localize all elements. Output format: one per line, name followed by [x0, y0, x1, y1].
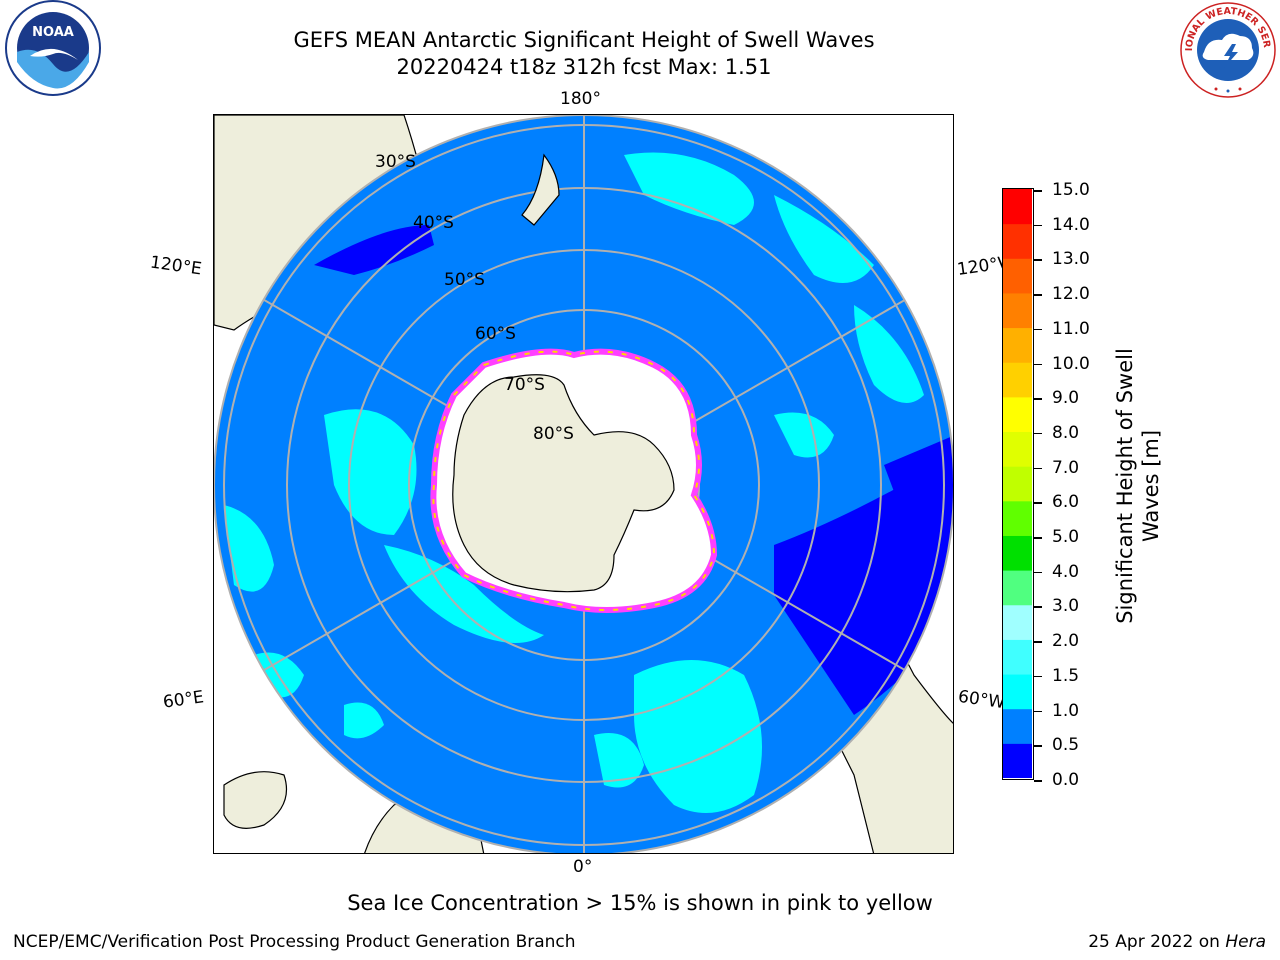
colorbar-tick-label: 6.0	[1052, 492, 1080, 513]
colorbar-tick-label: 15.0	[1052, 180, 1090, 200]
low-swell-australia	[314, 225, 434, 275]
colorbar-tick-label: 3.0	[1052, 596, 1080, 617]
colorbar-band	[1003, 189, 1032, 225]
lat-label-80s: 80°S	[533, 424, 574, 444]
colorbar-band	[1003, 431, 1032, 467]
colorbar-tick-mark	[1034, 710, 1042, 713]
colorbar-band	[1003, 535, 1032, 571]
colorbar-tick-label: 8.0	[1052, 422, 1080, 443]
colorbar-tick-label: 9.0	[1052, 388, 1080, 409]
land-antarctica	[452, 374, 675, 593]
colorbar-tick-mark	[1034, 398, 1042, 400]
colorbar-band	[1003, 674, 1032, 710]
colorbar-band	[1003, 708, 1032, 744]
low-swell-east	[884, 435, 953, 545]
chart-title-line1: GEFS MEAN Antarctic Significant Height o…	[293, 28, 875, 52]
colorbar-tick-label: 13.0	[1052, 249, 1090, 270]
land-madagascar	[223, 771, 288, 829]
colorbar-label-line1: Significant Height of Swell	[1113, 348, 1137, 624]
footer-left: NCEP/EMC/Verification Post Processing Pr…	[13, 932, 576, 952]
colorbar-tick-mark	[1034, 190, 1042, 192]
colorbar-tick-mark	[1034, 780, 1042, 782]
colorbar-band	[1003, 292, 1032, 329]
lat-label-70s: 70°S	[504, 375, 545, 395]
lat-label-40s: 40°S	[413, 213, 454, 233]
colorbar-tick-mark	[1034, 606, 1042, 608]
colorbar-band	[1003, 604, 1032, 640]
colorbar-tick-mark	[1034, 294, 1042, 296]
colorbar-tick-label: 14.0	[1052, 214, 1090, 235]
lon-label-60w: 60°W	[956, 686, 1007, 714]
colorbar-tick-label: 1.0	[1052, 700, 1080, 721]
svg-text:NOAA: NOAA	[32, 25, 74, 40]
colorbar-band	[1003, 500, 1032, 536]
colorbar-tick-label: 10.0	[1052, 353, 1090, 374]
footer-host: Hera	[1225, 932, 1266, 952]
colorbar-band	[1003, 362, 1032, 398]
colorbar-tick-mark	[1034, 745, 1042, 747]
colorbar-tick-mark	[1034, 363, 1042, 366]
colorbar-tick-label: 11.0	[1052, 318, 1090, 339]
footer-date: 25 Apr 2022 on	[1088, 932, 1226, 952]
chart-title-line2: 20220424 t18z 312h fcst Max: 1.51	[396, 55, 772, 79]
sea-ice-note: Sea Ice Concentration > 15% is shown in …	[347, 891, 933, 915]
lat-label-30s: 30°S	[375, 152, 416, 172]
colorbar-band	[1003, 743, 1032, 779]
colorbar-tick-mark	[1034, 675, 1042, 678]
colorbar-tick-label: 5.0	[1052, 527, 1080, 548]
colorbar-band	[1003, 570, 1032, 606]
colorbar-tick-label: 1.5	[1052, 665, 1080, 686]
lat-label-60s: 60°S	[475, 324, 516, 344]
colorbar-tick-mark	[1034, 571, 1042, 574]
footer-right: 25 Apr 2022 on Hera	[1088, 932, 1266, 952]
land-nz	[521, 153, 560, 226]
lon-label-120e: 120°E	[148, 252, 203, 280]
lat-label-50s: 50°S	[444, 270, 485, 290]
colorbar-tick-mark	[1034, 467, 1042, 470]
polar-map	[213, 114, 954, 854]
colorbar	[1002, 188, 1034, 780]
lon-label-180: 180°	[560, 89, 601, 109]
lon-label-60e: 60°E	[161, 687, 206, 713]
colorbar-tick-label: 12.0	[1052, 284, 1090, 305]
colorbar-tick-label: 7.0	[1052, 457, 1080, 478]
colorbar-band	[1003, 258, 1032, 294]
colorbar-band	[1003, 639, 1032, 675]
colorbar-tick-label: 2.0	[1052, 631, 1080, 652]
colorbar-tick-mark	[1034, 502, 1042, 504]
colorbar-tick-label: 0.0	[1052, 770, 1080, 790]
colorbar-tick-mark	[1034, 537, 1042, 539]
noaa-logo: NOAA	[2, 0, 104, 100]
colorbar-band	[1003, 466, 1032, 502]
colorbar-tick-mark	[1034, 328, 1042, 331]
colorbar-label-line2: Waves [m]	[1139, 429, 1163, 543]
colorbar-band	[1003, 327, 1032, 363]
colorbar-tick-mark	[1034, 641, 1042, 643]
colorbar-tick-mark	[1034, 224, 1042, 227]
nws-logo: NATIONAL WEATHER SERVICE	[1174, 0, 1278, 100]
colorbar-tick-mark	[1034, 432, 1042, 435]
colorbar-band	[1003, 223, 1032, 259]
colorbar-tick-label: 4.0	[1052, 561, 1080, 582]
colorbar-tick-label: 0.5	[1052, 735, 1080, 756]
colorbar-tick-mark	[1034, 259, 1042, 261]
lon-label-0: 0°	[573, 857, 593, 877]
colorbar-band	[1003, 396, 1032, 433]
